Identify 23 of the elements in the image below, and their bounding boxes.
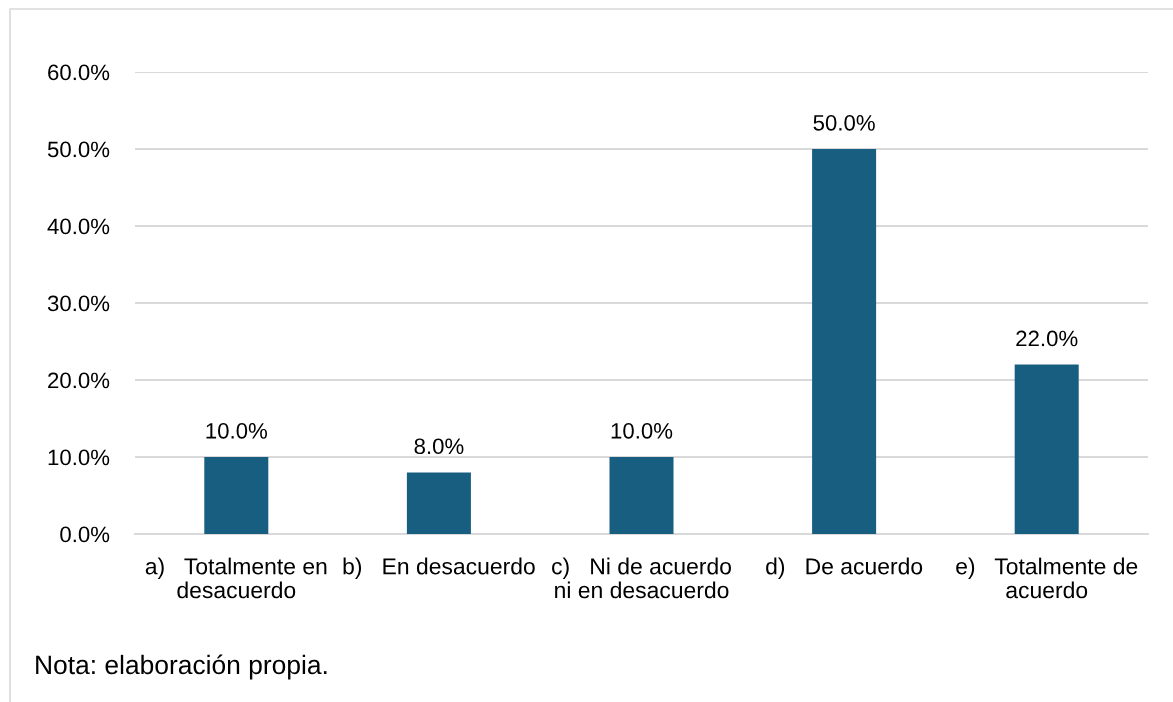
bar: [609, 457, 674, 534]
x-tick-label: c) Ni de acuerdo ni en desacuerdo: [552, 557, 731, 599]
data-label: 50.0%: [813, 114, 875, 131]
y-tick-label: 10.0%: [48, 449, 110, 466]
x-tick-label: b) En desacuerdo: [343, 557, 535, 579]
y-tick-label: 20.0%: [48, 372, 110, 389]
y-tick-label: 60.0%: [48, 64, 110, 81]
data-label: 10.0%: [206, 422, 268, 439]
y-tick-label: 40.0%: [47, 218, 110, 235]
bar: [204, 457, 269, 534]
y-tick-label: 30.0%: [47, 295, 110, 312]
data-label: 10.0%: [611, 422, 673, 439]
x-tick-label: e) Totalmente de acuerdo: [956, 557, 1138, 599]
bar: [1014, 364, 1079, 534]
bar: [406, 472, 471, 534]
text: Nota: elaboración propia.: [36, 654, 327, 680]
x-tick-label: d) De acuerdo: [766, 557, 923, 579]
x-tick-label: a) Totalmente en desacuerdo: [145, 557, 327, 599]
data-label: 22.0%: [1016, 330, 1078, 347]
data-label: 8.0%: [414, 438, 464, 455]
y-tick-label: 50.0%: [47, 141, 110, 158]
bar: [812, 149, 877, 534]
y-tick-label: 0.0%: [60, 526, 110, 543]
